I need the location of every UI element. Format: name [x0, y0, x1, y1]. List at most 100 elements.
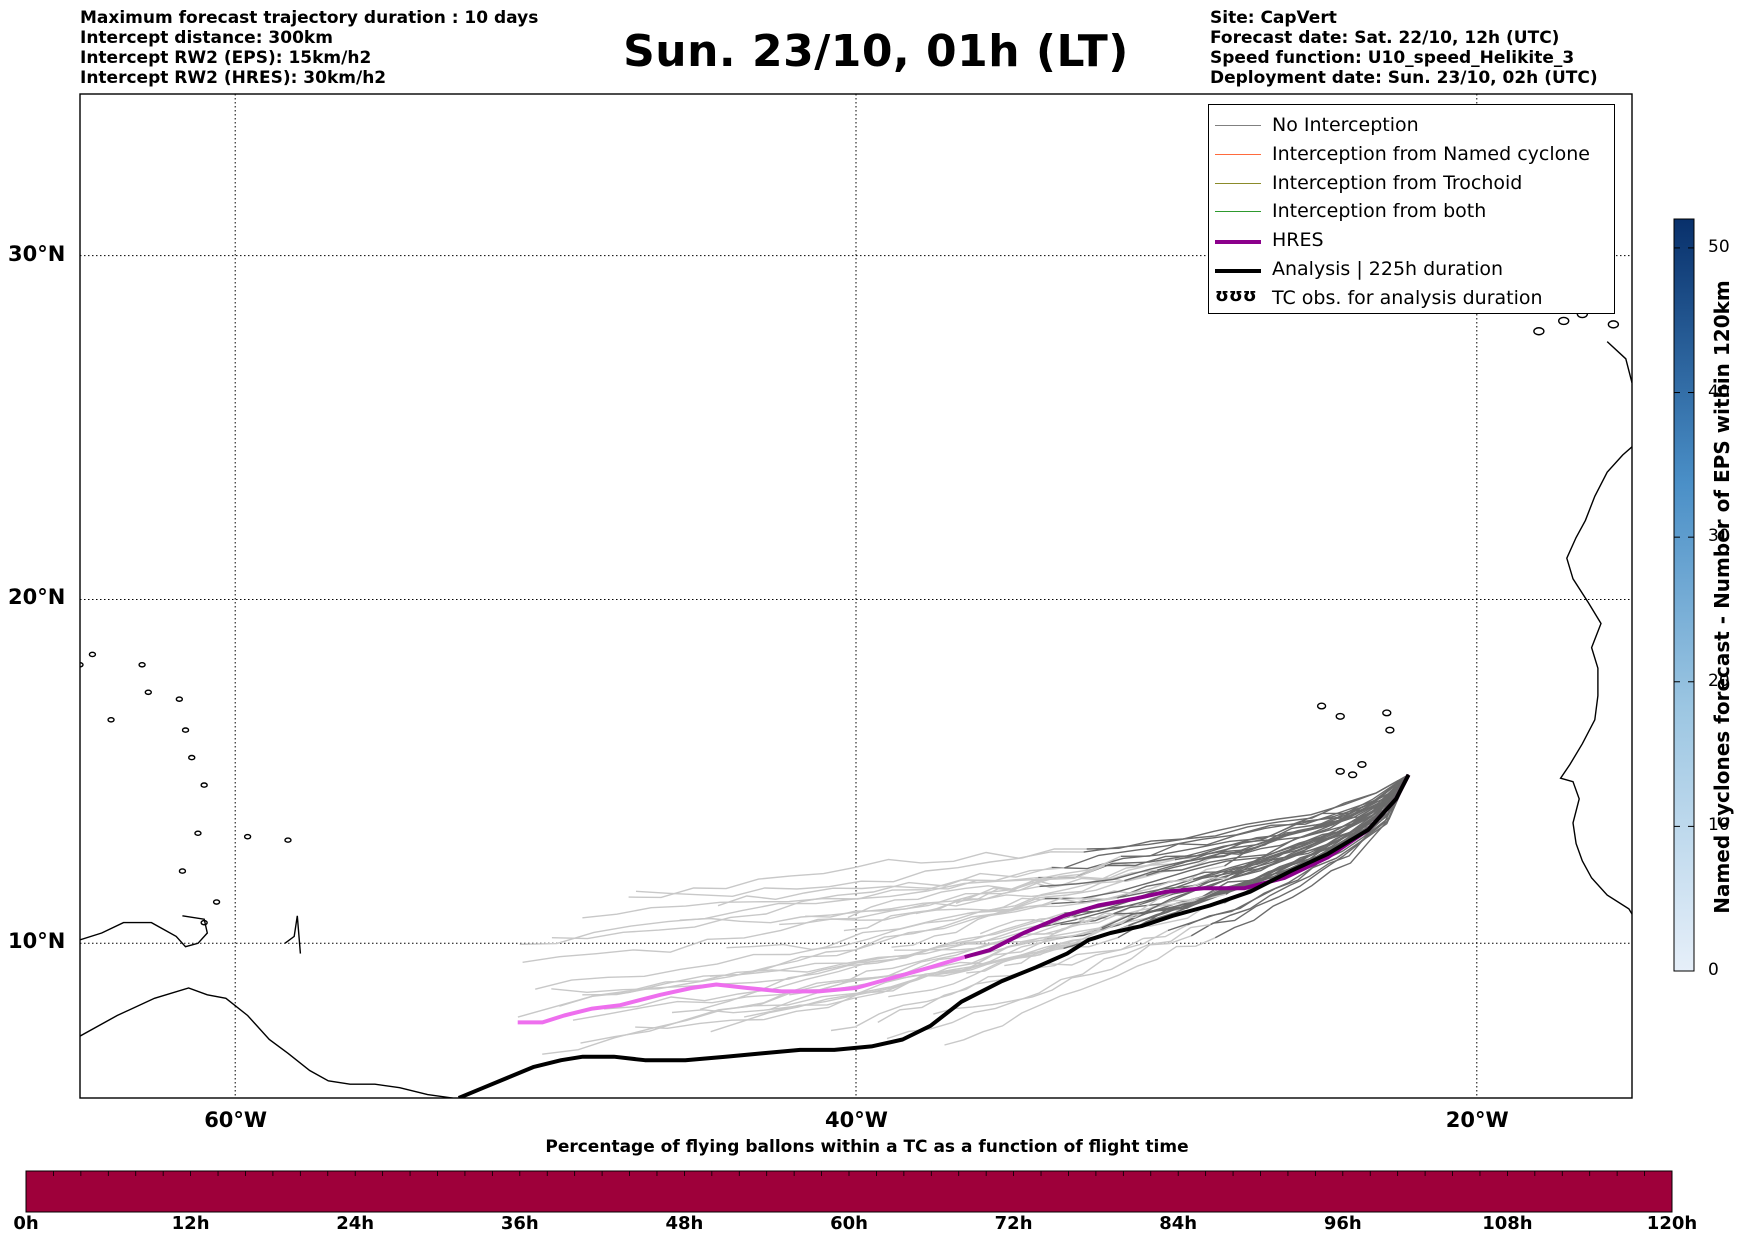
map-border [79, 93, 1633, 1099]
eps-trajectory-late [572, 923, 1061, 1021]
legend-swatch [1215, 240, 1261, 245]
legend-item: No Interception [1209, 111, 1614, 139]
cape-verde-island [1385, 726, 1395, 734]
antilles-island [175, 696, 184, 702]
eps-colorbar-tick-label: 20 [1708, 670, 1730, 691]
cape-verde-island [1335, 712, 1345, 720]
legend-label: Interception from both [1272, 200, 1487, 223]
flight-time-tick-label: 12h [171, 1213, 210, 1234]
eps-trajectory-early [1229, 774, 1410, 880]
eps-trajectory-late [891, 878, 1194, 948]
eps-colorbar-tick-label: 10 [1708, 815, 1730, 836]
eps-trajectory-late [847, 859, 1176, 919]
flight-time-tick-label: 96h [1323, 1213, 1362, 1234]
coastline [284, 915, 302, 954]
eps-trajectory-late [551, 866, 1052, 940]
antilles-island [243, 833, 252, 840]
eps-trajectory-late [559, 921, 1055, 1007]
canary-island [1607, 320, 1620, 329]
flight-time-colorbar-ticks [53, 1171, 1645, 1176]
flight-time-tick-label: 36h [500, 1213, 539, 1234]
flight-time-tick-label: 108h [1482, 1213, 1533, 1234]
cape-verde-island [1357, 760, 1367, 768]
antilles-island [188, 754, 196, 761]
legend-swatch [1215, 125, 1261, 126]
latitude-tick-label: 20°N [8, 585, 66, 610]
eps-trajectory-early [1064, 774, 1409, 869]
eps-trajectory-late [671, 927, 1102, 1014]
eps-colorbar-tick-label: 50 [1708, 236, 1730, 257]
legend-item: HRES [1209, 226, 1614, 254]
canary-island [1633, 286, 1643, 293]
flight-time-tick-label: 24h [336, 1213, 375, 1234]
legend-label: Interception from Named cyclone [1272, 142, 1590, 165]
legend-swatch [1215, 269, 1261, 273]
map-legend: No Interception Interception from Named c… [1208, 104, 1615, 314]
flight-time-tick-label: 84h [1159, 1213, 1198, 1234]
cape-verde-island [1335, 767, 1345, 775]
eps-trajectory-late [679, 864, 1106, 924]
info-line: Deployment date: Sun. 23/10, 02h (UTC) [1210, 68, 1598, 88]
eps-trajectory-late [604, 916, 1074, 1010]
legend-label: HRES [1272, 229, 1324, 252]
coastlines [80, 286, 1674, 1098]
eps-trajectory-late [886, 935, 1192, 1040]
eps-trajectory-late [535, 897, 1045, 990]
eps-trajectory-early [1214, 774, 1410, 939]
info-line: Intercept RW2 (HRES): 30km/h2 [80, 68, 387, 88]
eps-trajectory-early [1167, 774, 1410, 932]
eps-trajectory-early [1124, 774, 1410, 882]
longitude-tick-label: 20°W [1445, 1108, 1509, 1132]
forecast-info-right: Site: CapVert Forecast date: Sat. 22/10, … [1210, 8, 1598, 88]
eps-trajectory-late [519, 876, 1039, 945]
info-line: Forecast date: Sat. 22/10, 12h (UTC) [1210, 28, 1560, 48]
eps-colorbar-tick-label: 40 [1708, 381, 1730, 402]
antilles-island [181, 727, 190, 733]
eps-trajectory-late [635, 848, 1087, 898]
longitude-tick-label: 60°W [204, 1108, 268, 1132]
coastline [1606, 341, 1632, 383]
flight-time-colorbar-title: Percentage of flying ballons within a TC… [545, 1137, 1189, 1157]
eps-trajectory-early [1104, 774, 1409, 867]
antilles-island [194, 830, 202, 837]
eps-colorbar-tick-label: 0 [1708, 960, 1719, 980]
legend-item: Interception from Trochoid [1209, 169, 1614, 197]
main-trajectories [457, 773, 1411, 1098]
eps-trajectory-early [1128, 774, 1410, 927]
legend-label: TC obs. for analysis duration [1272, 286, 1543, 309]
eps-trajectory-late [699, 913, 1114, 1011]
eps-trajectory-early [1086, 774, 1409, 850]
legend-swatch [1215, 153, 1261, 155]
eps-trajectory-late [979, 877, 1231, 935]
legend-label: Interception from Trochoid [1272, 171, 1523, 194]
eps-trajectory-late [933, 923, 1211, 1015]
tc-observation-icon: ʊʊʊ [1215, 284, 1257, 306]
flight-time-tick-label: 60h [830, 1213, 868, 1234]
legend-item: ʊʊʊ TC obs. for analysis duration [1209, 284, 1614, 312]
legend-label: No Interception [1272, 114, 1419, 136]
eps-colorbar [1673, 218, 1695, 972]
cape-verde-island [1382, 709, 1392, 717]
legend-label: Analysis | 225h duration [1272, 258, 1504, 280]
eps-trajectory-late [628, 851, 1084, 899]
eps-trajectory-early [1039, 774, 1409, 888]
canary-island [1664, 304, 1674, 311]
antilles-island [200, 919, 208, 926]
eps-trajectory-early [1225, 774, 1410, 895]
canary-island [1558, 316, 1570, 326]
flight-time-tick-label: 72h [994, 1213, 1033, 1234]
longitude-tick-label: 40°W [825, 1108, 888, 1132]
hres-trajectory-late [517, 955, 966, 1025]
eps-trajectory-late [717, 855, 1122, 907]
eps-trajectory-late [582, 867, 1065, 919]
eps-trajectory-early [1044, 774, 1410, 900]
eps-trajectory-early [1210, 774, 1410, 926]
info-line: Intercept RW2 (EPS): 15km/h2 [80, 48, 372, 68]
map-title: Sun. 23/10, 01h (LT) [623, 26, 1129, 77]
antilles-island [212, 899, 221, 905]
eps-trajectory-late [944, 937, 1216, 1046]
eps-colorbar-tick-label: 30 [1708, 526, 1730, 547]
coastline [80, 987, 455, 1098]
legend-item: Interception from Named cyclone [1209, 140, 1614, 168]
info-line: Intercept distance: 300km [80, 28, 333, 48]
